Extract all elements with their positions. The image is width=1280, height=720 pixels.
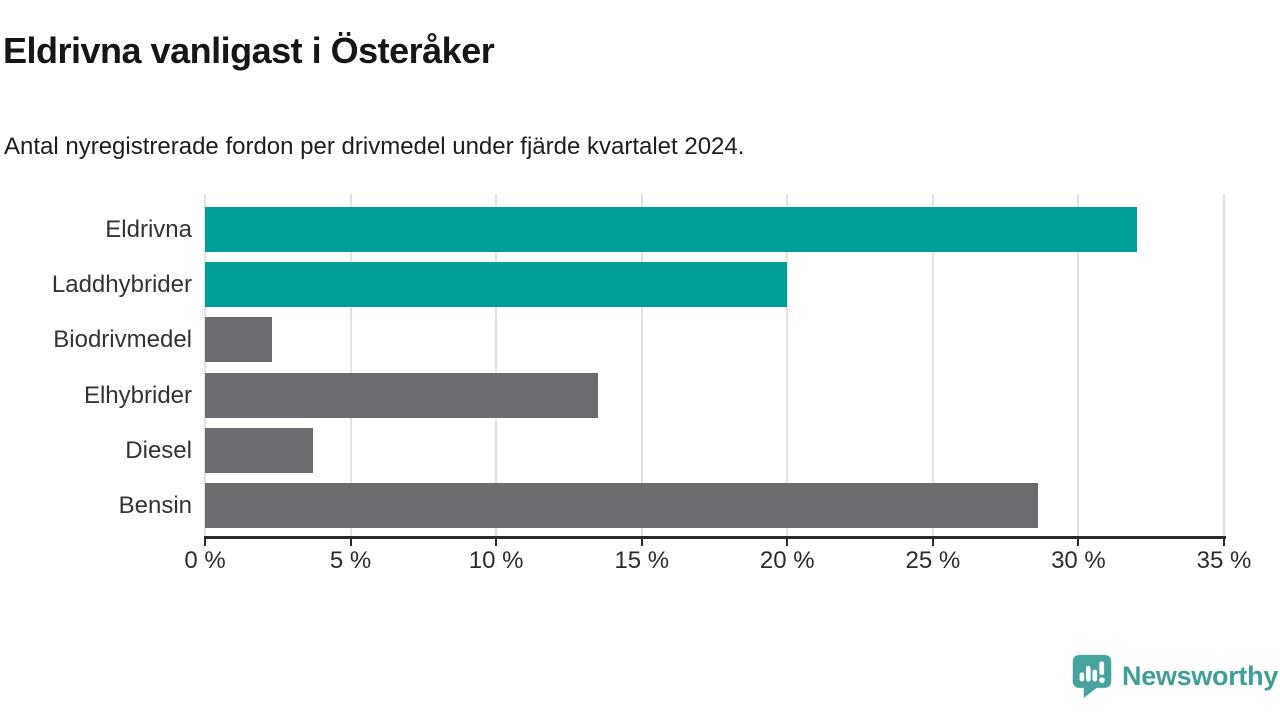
gridline-5 [349, 194, 352, 537]
x-tick-10 [495, 538, 498, 546]
bar-elhybrider [205, 372, 599, 418]
x-tick-30 [1077, 538, 1080, 546]
x-tick-5 [349, 538, 352, 546]
chart-subtitle: Antal nyregistrerade fordon per drivmede… [4, 133, 745, 160]
x-axis-line [204, 536, 1226, 539]
chart-title: Eldrivna vanligast i Österåker [3, 30, 495, 71]
gridline-10 [495, 194, 498, 537]
brand-name: Newsworthy [1122, 660, 1279, 691]
x-tick-label-0: 0 % [184, 547, 226, 574]
x-tick-label-15: 15 % [614, 547, 670, 574]
x-tick-label-5: 5 % [329, 547, 372, 574]
bar-laddhybrider [205, 262, 788, 308]
category-label-laddhybrider: Laddhybrider [51, 271, 192, 299]
bar-eldrivna [205, 207, 1137, 252]
gridline-25 [931, 194, 934, 537]
x-tick-label-20: 20 % [759, 547, 815, 574]
gridline-20 [786, 194, 789, 537]
x-tick-0 [204, 538, 206, 546]
bar-bensin [205, 483, 1038, 528]
bar-diesel [205, 427, 313, 473]
x-tick-label-35: 35 % [1196, 547, 1252, 574]
brand-logo: Newsworthy [1070, 650, 1278, 702]
x-tick-35 [1223, 538, 1225, 546]
x-tick-label-10: 10 % [468, 547, 524, 574]
x-tick-label-25: 25 % [905, 547, 961, 574]
gridline-0 [204, 194, 206, 537]
category-label-diesel: Diesel [125, 436, 192, 464]
bar-biodrivmedel [205, 317, 272, 363]
x-tick-20 [786, 538, 789, 546]
gridline-15 [640, 194, 643, 537]
gridline-30 [1077, 194, 1080, 537]
gridline-35 [1223, 194, 1225, 537]
category-label-bensin: Bensin [118, 492, 192, 519]
x-tick-label-30: 30 % [1051, 547, 1106, 574]
x-tick-25 [931, 538, 934, 546]
category-label-biodrivmedel: Biodrivmedel [53, 326, 192, 354]
category-label-elhybrider: Elhybrider [83, 381, 192, 409]
category-label-eldrivna: Eldrivna [105, 216, 192, 243]
newsworthy-icon [1072, 654, 1112, 698]
x-tick-15 [640, 538, 643, 546]
